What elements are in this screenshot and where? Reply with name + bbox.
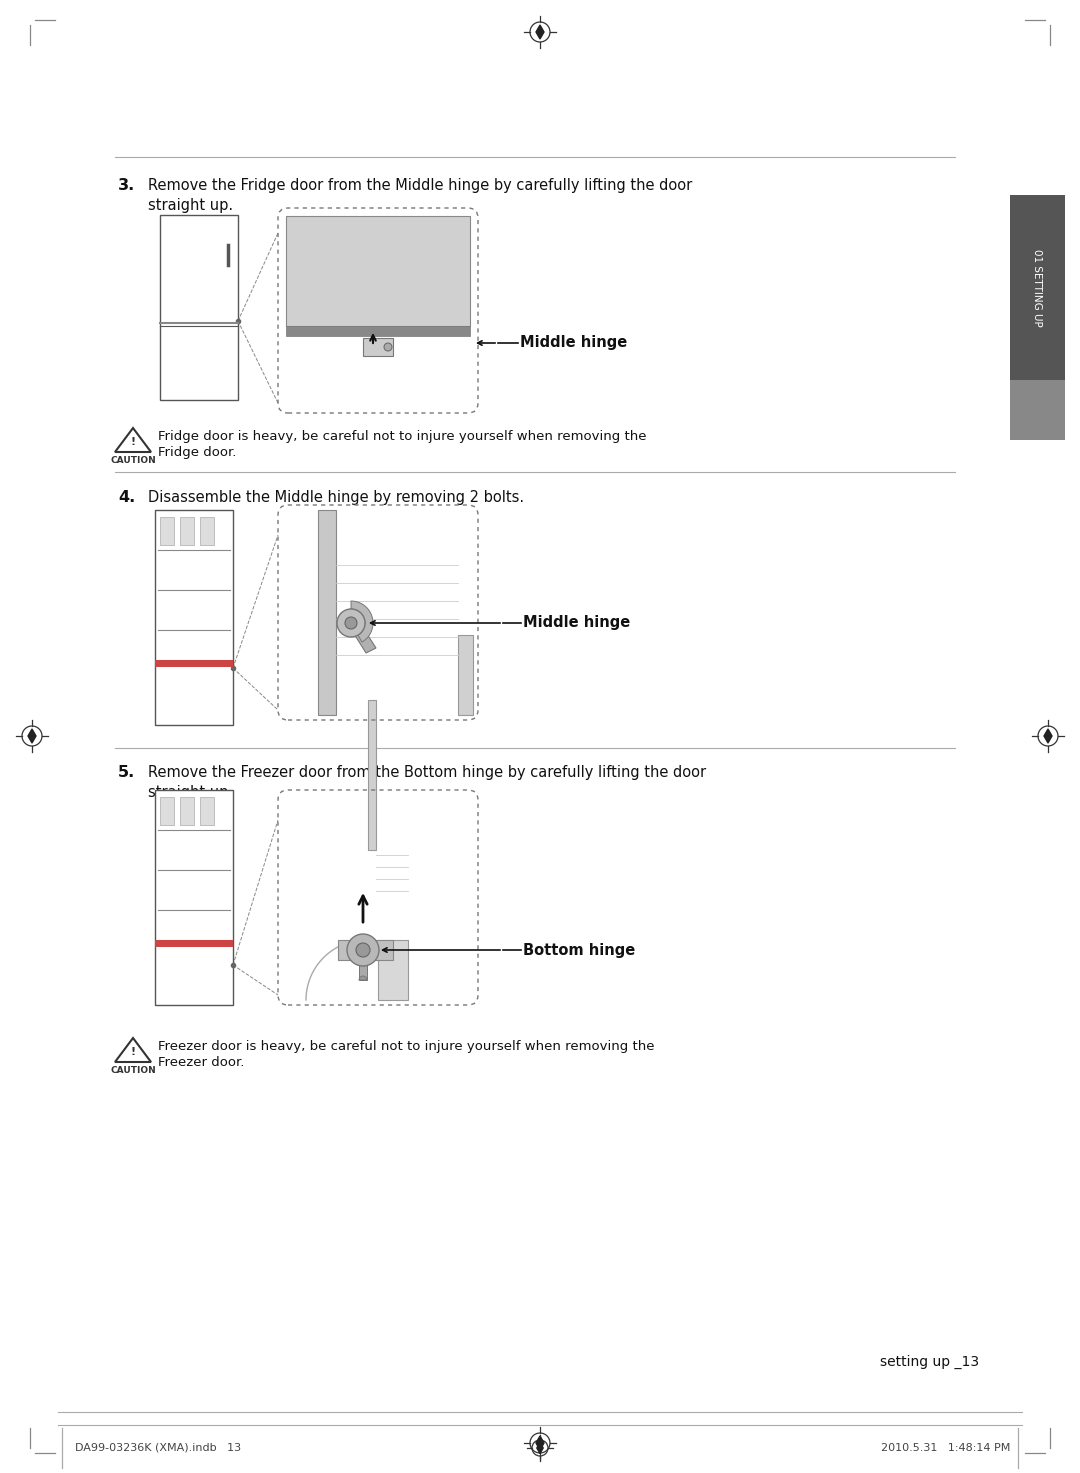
Text: Bottom hinge: Bottom hinge — [523, 943, 635, 957]
Bar — [378, 940, 408, 1000]
Wedge shape — [359, 977, 367, 980]
Bar — [363, 337, 393, 356]
Text: Freezer door.: Freezer door. — [158, 1056, 244, 1069]
Text: 5.: 5. — [118, 764, 135, 781]
Bar — [1010, 440, 1065, 445]
Circle shape — [337, 608, 365, 636]
Bar — [156, 790, 233, 1005]
Text: DA99-03236K (XMA).indb   13: DA99-03236K (XMA).indb 13 — [75, 1444, 241, 1452]
Polygon shape — [537, 1442, 543, 1454]
Polygon shape — [536, 1436, 544, 1449]
Text: 4.: 4. — [118, 491, 135, 505]
Bar — [1010, 194, 1065, 380]
Text: Freezer door is heavy, be careful not to injure yourself when removing the: Freezer door is heavy, be careful not to… — [158, 1040, 654, 1053]
Circle shape — [347, 934, 379, 966]
Text: straight up.: straight up. — [148, 197, 233, 214]
Text: Fridge door is heavy, be careful not to injure yourself when removing the: Fridge door is heavy, be careful not to … — [158, 430, 647, 443]
Bar — [318, 510, 336, 714]
Text: Disassemble the Middle hinge by removing 2 bolts.: Disassemble the Middle hinge by removing… — [148, 491, 524, 505]
Text: CAUTION: CAUTION — [110, 457, 156, 465]
Bar — [458, 635, 473, 714]
Text: Remove the Freezer door from the Bottom hinge by carefully lifting the door: Remove the Freezer door from the Bottom … — [148, 764, 706, 781]
Text: setting up _13: setting up _13 — [880, 1355, 980, 1368]
Polygon shape — [1044, 729, 1052, 742]
Bar — [286, 326, 470, 336]
Bar — [156, 940, 233, 947]
Bar — [160, 215, 238, 401]
Bar — [180, 797, 194, 825]
Text: Middle hinge: Middle hinge — [523, 616, 631, 630]
Polygon shape — [341, 608, 376, 653]
Text: !: ! — [131, 1047, 136, 1058]
Text: !: ! — [131, 437, 136, 446]
Bar — [368, 700, 376, 850]
Bar — [200, 797, 214, 825]
Bar — [156, 660, 233, 667]
Bar — [359, 955, 367, 980]
Circle shape — [356, 943, 370, 957]
Bar — [180, 517, 194, 545]
Bar — [286, 217, 470, 326]
Bar — [1010, 380, 1065, 440]
Polygon shape — [28, 729, 36, 742]
Bar — [160, 517, 174, 545]
Text: Fridge door.: Fridge door. — [158, 446, 237, 460]
Bar — [338, 940, 393, 960]
Bar — [156, 510, 233, 725]
Bar — [160, 797, 174, 825]
Text: 2010.5.31   1:48:14 PM: 2010.5.31 1:48:14 PM — [880, 1444, 1010, 1452]
Circle shape — [345, 617, 357, 629]
Text: 3.: 3. — [118, 178, 135, 193]
Text: Middle hinge: Middle hinge — [519, 336, 627, 351]
Text: 01 SETTING UP: 01 SETTING UP — [1032, 249, 1042, 327]
Text: Remove the Fridge door from the Middle hinge by carefully lifting the door: Remove the Fridge door from the Middle h… — [148, 178, 692, 193]
Circle shape — [384, 343, 392, 351]
Polygon shape — [351, 601, 373, 642]
Polygon shape — [536, 25, 544, 38]
Text: CAUTION: CAUTION — [110, 1066, 156, 1075]
Text: straight up.: straight up. — [148, 785, 233, 800]
Bar — [200, 517, 214, 545]
